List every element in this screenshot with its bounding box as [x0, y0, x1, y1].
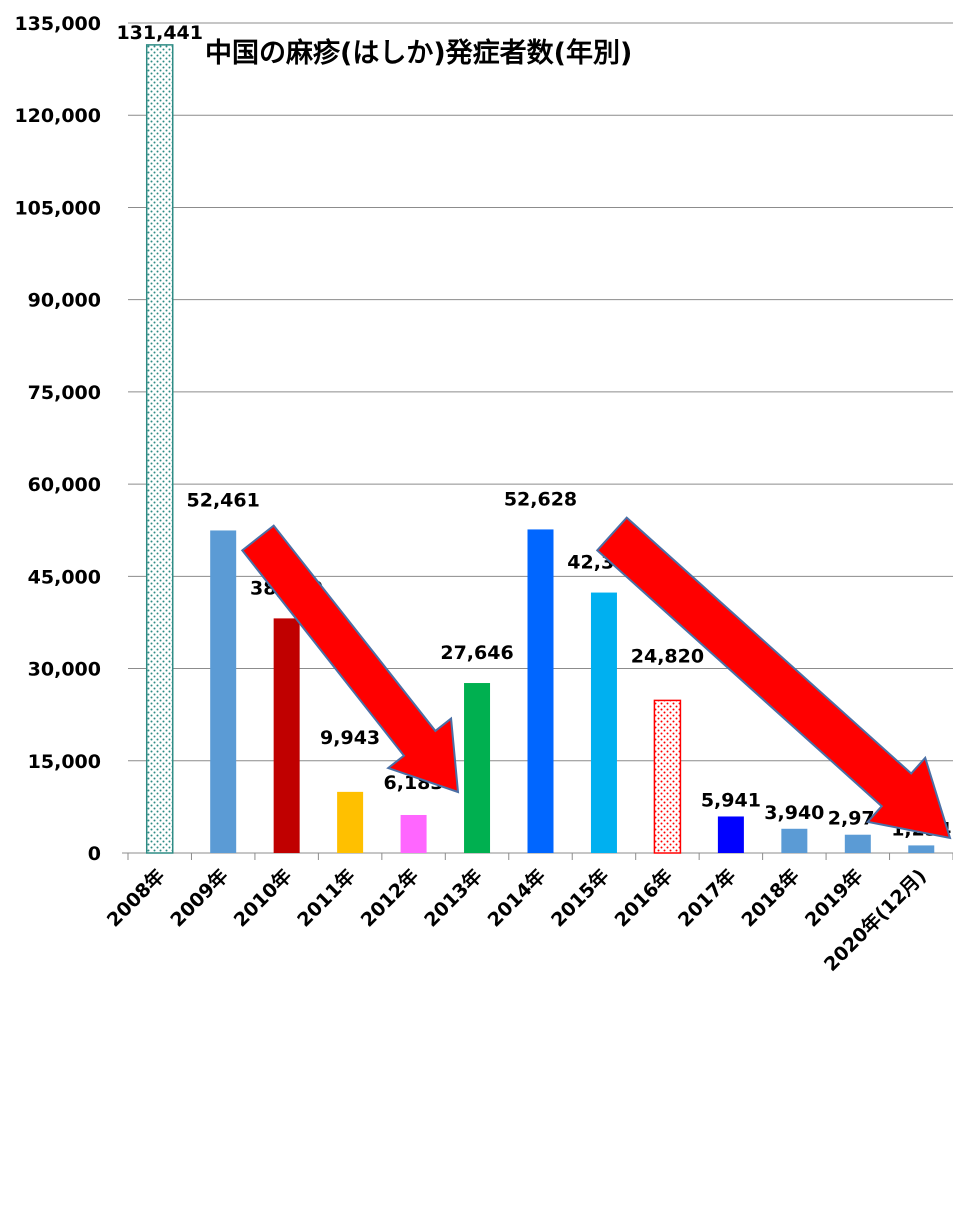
bar [145, 44, 174, 854]
bar [717, 816, 744, 853]
y-tick-label: 0 [88, 843, 101, 865]
x-tick-label: 2011年 [293, 864, 360, 931]
chart-title: 中国の麻疹(はしか)発症者数(年別) [205, 37, 632, 69]
bar [273, 618, 300, 853]
bar [781, 828, 808, 853]
x-tick-label: 2013年 [419, 864, 486, 931]
bar [908, 845, 935, 853]
value-label: 9,943 [320, 727, 380, 749]
value-label: 2,974 [828, 808, 888, 830]
y-tick-label: 45,000 [28, 566, 101, 588]
value-label: 3,940 [764, 802, 824, 824]
bar [590, 592, 617, 853]
x-tick-label: 2010年 [229, 864, 296, 931]
bar [400, 814, 427, 853]
y-tick-label: 60,000 [28, 474, 101, 496]
bar [464, 683, 491, 853]
value-label: 5,941 [701, 789, 761, 811]
x-tick-label: 2009年 [166, 864, 233, 931]
value-label: 27,646 [440, 642, 513, 664]
y-tick-label: 90,000 [28, 290, 101, 312]
x-tick-label: 2015年 [546, 864, 613, 931]
x-tick-label: 2016年 [610, 864, 677, 931]
bar [210, 530, 237, 853]
value-label: 131,441 [116, 22, 203, 44]
bar [844, 834, 871, 853]
bars [145, 44, 935, 854]
y-tick-label: 75,000 [28, 382, 101, 404]
bar [653, 699, 682, 854]
trend-arrow [595, 516, 952, 840]
y-tick-label: 120,000 [14, 105, 101, 127]
y-tick-label: 135,000 [14, 13, 101, 35]
x-tick-label: 2019年 [800, 864, 867, 931]
bar [337, 791, 364, 853]
x-tick-label: 2014年 [483, 864, 550, 931]
category-labels: 2008年2009年2010年2011年2012年2013年2014年2015年… [102, 853, 953, 976]
y-tick-label: 105,000 [14, 197, 101, 219]
y-axis: 0 15,000 30,000 45,000 60,000 75,000 90,000 105… [14, 13, 101, 865]
x-tick-label: 2017年 [673, 864, 740, 931]
value-label: 52,628 [504, 488, 577, 510]
x-tick-label: 2018年 [737, 864, 804, 931]
bar [527, 529, 554, 853]
value-label: 52,461 [187, 489, 260, 511]
annotation-arrows [240, 516, 952, 840]
value-label: 24,820 [631, 645, 704, 667]
y-tick-label: 30,000 [28, 659, 101, 681]
x-tick-label: 2012年 [356, 864, 423, 931]
x-tick-label: 2008年 [102, 864, 169, 931]
trend-arrow [240, 524, 460, 794]
y-tick-label: 15,000 [28, 751, 101, 773]
